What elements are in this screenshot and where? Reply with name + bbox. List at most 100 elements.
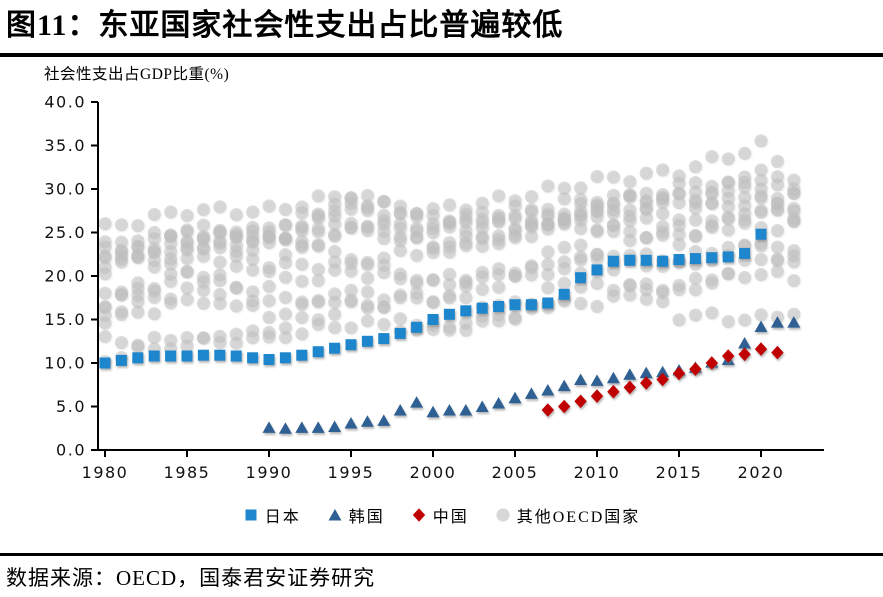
oecd-point — [475, 230, 489, 244]
oecd-point — [196, 230, 210, 244]
data-point — [542, 297, 554, 309]
y-tick-label: 15.0 — [44, 310, 86, 329]
oecd-point — [131, 240, 145, 254]
oecd-point — [114, 218, 128, 232]
data-point — [739, 247, 751, 259]
oecd-point — [328, 197, 342, 211]
oecd-point — [393, 312, 407, 326]
oecd-point — [738, 271, 752, 285]
oecd-point — [623, 175, 637, 189]
data-point — [590, 374, 604, 386]
oecd-point — [508, 312, 522, 326]
data-point — [639, 366, 653, 379]
oecd-point — [278, 307, 292, 321]
y-axis-title: 社会性支出占GDP比重(%) — [44, 66, 230, 83]
x-tick-label: 2000 — [410, 463, 457, 482]
oecd-point — [524, 261, 539, 275]
data-point — [591, 264, 603, 276]
oecd-point — [164, 228, 178, 242]
oecd-point — [131, 219, 145, 233]
data-point — [672, 366, 686, 381]
oecd-point — [442, 291, 456, 305]
data-point — [705, 356, 718, 370]
data-point — [263, 354, 275, 365]
oecd-point — [360, 255, 374, 269]
oecd-point — [738, 175, 752, 190]
oecd-point — [180, 223, 194, 237]
x-tick-label: 2020 — [738, 463, 785, 482]
oecd-point — [459, 323, 473, 337]
oecd-point — [590, 169, 604, 184]
oecd-point — [606, 197, 621, 211]
oecd-point — [328, 263, 342, 277]
oecd-point — [492, 262, 506, 276]
data-point — [278, 422, 292, 434]
data-point — [640, 254, 652, 266]
oecd-point — [360, 285, 374, 299]
data-point — [394, 327, 406, 339]
oecd-point — [721, 200, 735, 214]
oecd-point — [754, 205, 768, 219]
oecd-point — [98, 217, 112, 231]
oecd-point — [98, 260, 112, 274]
oecd-point — [787, 244, 801, 258]
oecd-point — [721, 212, 735, 226]
oecd-point — [557, 181, 571, 195]
data-point — [329, 342, 341, 354]
oecd-point — [278, 270, 292, 284]
oecd-point — [672, 213, 686, 227]
oecd-point — [541, 245, 555, 259]
data-point — [148, 350, 160, 362]
oecd-point — [180, 234, 194, 248]
oecd-point — [541, 281, 555, 295]
data-point — [771, 345, 784, 360]
data-source-note: 数据来源：OECD，国泰君安证券研究 — [6, 566, 376, 590]
oecd-point — [393, 234, 407, 248]
oecd-point — [295, 257, 309, 271]
data-point — [115, 354, 127, 366]
oecd-point — [475, 196, 489, 210]
oecd-point — [147, 307, 161, 321]
oecd-point — [492, 215, 506, 229]
oecd-point — [196, 296, 210, 310]
data-point — [623, 380, 636, 395]
oecd-point — [672, 227, 686, 241]
oecd-point — [475, 314, 489, 328]
chart-legend: 日本 韩国 中国 其他OECD国家 — [0, 503, 883, 527]
oecd-point — [639, 201, 653, 215]
oecd-point — [311, 293, 325, 308]
oecd-point — [656, 283, 670, 297]
oecd-point — [410, 276, 424, 290]
oecd-point — [672, 313, 686, 327]
oecd-point — [131, 288, 145, 302]
data-point — [475, 400, 489, 412]
x-tick-label: 2005 — [492, 463, 539, 482]
oecd-point — [213, 255, 227, 269]
data-point — [607, 384, 620, 399]
oecd-point — [278, 256, 292, 270]
data-point — [132, 352, 144, 364]
oecd-point — [623, 189, 637, 203]
oecd-point — [147, 245, 161, 259]
social-expenditure-scatter-chart: 0.0 5.0 10.0 15.0 20.0 25.0 30.0 35.0 40.0 1980 19… — [44, 93, 824, 482]
oecd-point — [606, 170, 621, 184]
footer-divider — [0, 553, 883, 556]
data-point — [575, 272, 587, 284]
oecd-point — [164, 296, 178, 310]
oecd-point — [475, 239, 489, 253]
oecd-point — [229, 230, 243, 244]
data-point — [673, 254, 685, 265]
oecd-point — [377, 231, 391, 245]
oecd-point — [360, 220, 374, 234]
oecd-point — [328, 321, 342, 335]
oecd-point — [295, 310, 309, 325]
data-point — [279, 352, 291, 364]
oecd-point — [557, 240, 571, 254]
square-marker-icon — [245, 509, 257, 521]
oecd-point — [442, 267, 456, 281]
oecd-point — [98, 300, 112, 314]
oecd-point — [541, 218, 555, 232]
oecd-point — [360, 314, 374, 328]
data-point — [541, 384, 555, 396]
oecd-point — [164, 252, 178, 266]
